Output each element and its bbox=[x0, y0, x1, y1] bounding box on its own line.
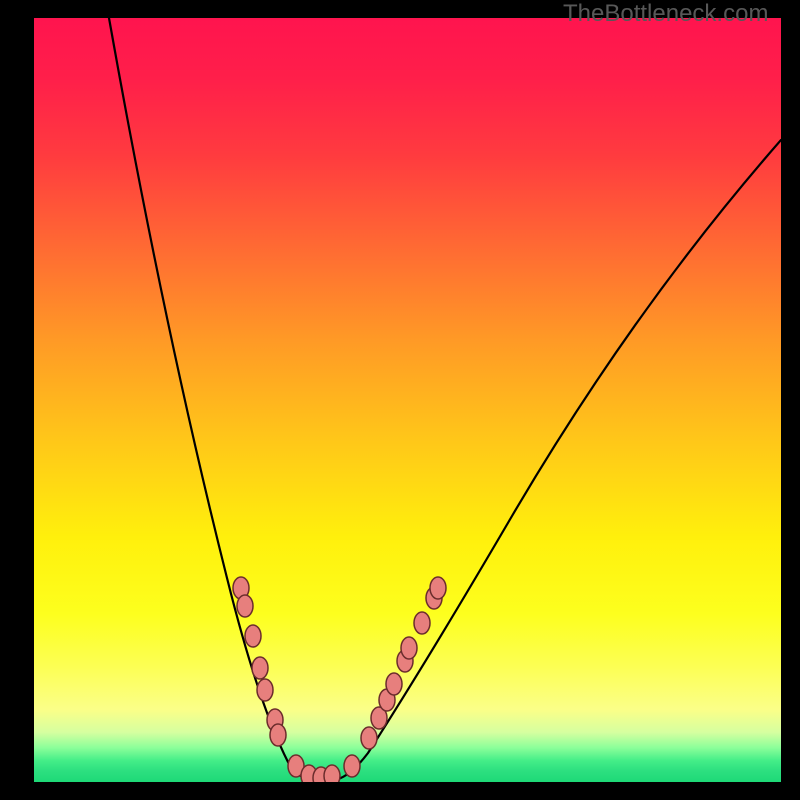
data-marker bbox=[324, 765, 340, 782]
data-marker bbox=[270, 724, 286, 746]
data-marker bbox=[245, 625, 261, 647]
watermark-text: TheBottleneck.com bbox=[563, 0, 768, 28]
data-marker bbox=[344, 755, 360, 777]
data-marker bbox=[257, 679, 273, 701]
data-marker bbox=[430, 577, 446, 599]
data-marker bbox=[414, 612, 430, 634]
chart-area bbox=[34, 18, 781, 782]
data-marker bbox=[386, 673, 402, 695]
data-marker bbox=[361, 727, 377, 749]
data-marker bbox=[237, 595, 253, 617]
curve-left bbox=[109, 18, 312, 780]
data-marker bbox=[252, 657, 268, 679]
data-marker bbox=[401, 637, 417, 659]
curve-overlay bbox=[34, 18, 781, 782]
